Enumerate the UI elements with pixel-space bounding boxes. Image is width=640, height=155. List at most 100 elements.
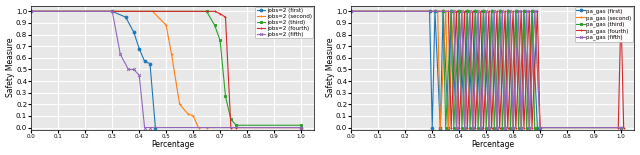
jobs=2 (second) [203,127,211,128]
pa_gas (second) [466,10,474,12]
pa_gas (fifth) [515,10,522,12]
pa_gas (third) [474,127,482,128]
pa_gas (fourth) [461,10,468,12]
pa_gas (first) [617,127,625,128]
pa_gas (fifth) [458,10,466,12]
jobs=2 (first) [141,60,148,62]
jobs=2 (second) [163,24,170,26]
Legend: jobs=2 (first), jobs=2 (second), jobs=2 (third), jobs=2 (fourth), jobs=2 (fifth): jobs=2 (first), jobs=2 (second), jobs=2 … [255,7,314,38]
pa_gas (second) [509,127,517,128]
pa_gas (first) [461,127,468,128]
jobs=2 (fourth) [28,10,35,12]
pa_gas (fourth) [614,127,622,128]
pa_gas (fourth) [504,127,511,128]
pa_gas (first) [485,127,493,128]
jobs=2 (first) [146,63,154,65]
pa_gas (fifth) [466,10,474,12]
pa_gas (fourth) [463,127,471,128]
jobs=2 (third) [297,124,305,126]
pa_gas (second) [485,127,493,128]
pa_gas (second) [458,10,466,12]
pa_gas (second) [477,127,484,128]
pa_gas (fifth) [477,127,484,128]
jobs=2 (fifth) [136,74,143,76]
pa_gas (first) [479,10,487,12]
pa_gas (second) [461,127,468,128]
Line: jobs=2 (first): jobs=2 (first) [30,10,302,129]
Line: jobs=2 (second): jobs=2 (second) [30,10,302,129]
pa_gas (fourth) [445,10,452,12]
pa_gas (first) [447,10,455,12]
jobs=2 (fifth) [146,127,154,128]
Line: pa_gas (first): pa_gas (first) [350,10,622,129]
pa_gas (third) [507,127,515,128]
pa_gas (first) [509,127,517,128]
pa_gas (first) [536,127,544,128]
pa_gas (third) [531,127,538,128]
pa_gas (second) [474,10,482,12]
pa_gas (fifth) [517,127,525,128]
pa_gas (third) [523,127,531,128]
Line: pa_gas (third): pa_gas (third) [350,10,622,129]
pa_gas (fifth) [525,127,533,128]
Line: pa_gas (fifth): pa_gas (fifth) [350,10,622,129]
pa_gas (fifth) [523,10,531,12]
pa_gas (fourth) [528,127,536,128]
pa_gas (second) [617,127,625,128]
pa_gas (fourth) [620,127,627,128]
pa_gas (fourth) [509,10,517,12]
pa_gas (third) [439,10,447,12]
pa_gas (third) [447,10,455,12]
pa_gas (first) [488,10,495,12]
jobs=2 (second) [176,103,184,105]
jobs=2 (fifth) [108,10,116,12]
pa_gas (first) [431,10,439,12]
pa_gas (first) [504,10,511,12]
jobs=2 (third) [211,24,218,26]
pa_gas (second) [517,127,525,128]
pa_gas (second) [523,10,531,12]
pa_gas (fifth) [536,127,544,128]
jobs=2 (third) [28,10,35,12]
Line: jobs=2 (fourth): jobs=2 (fourth) [30,10,302,129]
pa_gas (second) [531,10,538,12]
pa_gas (first) [469,127,477,128]
pa_gas (fourth) [479,127,487,128]
pa_gas (third) [512,10,520,12]
pa_gas (second) [452,127,460,128]
pa_gas (fourth) [501,10,509,12]
pa_gas (first) [517,127,525,128]
jobs=2 (third) [232,124,240,126]
pa_gas (third) [515,127,522,128]
pa_gas (first) [463,10,471,12]
jobs=2 (second) [195,127,202,128]
pa_gas (second) [507,10,515,12]
Y-axis label: Safety Measure: Safety Measure [6,38,15,97]
jobs=2 (fifth) [125,69,132,70]
pa_gas (first) [520,10,528,12]
pa_gas (first) [428,127,436,128]
pa_gas (second) [501,127,509,128]
jobs=2 (second) [184,113,191,115]
pa_gas (third) [504,10,511,12]
pa_gas (second) [436,127,444,128]
jobs=2 (second) [28,10,35,12]
pa_gas (second) [469,127,477,128]
pa_gas (fifth) [469,127,477,128]
pa_gas (first) [436,127,444,128]
pa_gas (third) [617,127,625,128]
pa_gas (first) [426,10,433,12]
jobs=2 (third) [221,95,229,97]
pa_gas (third) [536,127,544,128]
pa_gas (first) [452,127,460,128]
jobs=2 (second) [149,10,157,12]
pa_gas (first) [477,127,484,128]
pa_gas (third) [528,10,536,12]
Line: jobs=2 (third): jobs=2 (third) [30,10,302,127]
pa_gas (fourth) [512,127,520,128]
pa_gas (third) [456,10,463,12]
pa_gas (fifth) [452,127,460,128]
pa_gas (fifth) [493,127,500,128]
jobs=2 (first) [152,127,159,128]
pa_gas (fourth) [534,10,541,12]
